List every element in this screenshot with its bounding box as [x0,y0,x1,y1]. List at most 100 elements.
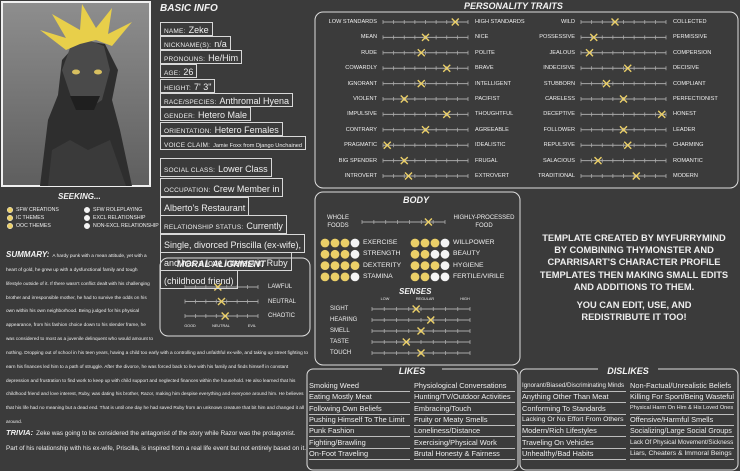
seeking-dot [6,206,14,214]
field-label: VOICE CLAIM: [164,142,211,149]
detail-row: SOCIAL CLASS: Lower Class [160,158,312,180]
field-value: Jamie Foxx from Django Unchained [213,143,303,149]
field-label: HEIGHT: [164,85,192,92]
field-value: Anthromal Hyena [219,96,289,106]
seeking-dot [83,214,91,222]
list-item: Lack Of Physical Movement/Sickness [630,437,734,449]
list-item: Non-Factual/Unrealistic Beliefs [630,380,734,392]
slider-marker [417,79,426,88]
stat-label: FERTILE/VIRILE [453,272,505,280]
list-item: Smoking Weed [309,380,410,392]
trait-low: JEALOUS [549,49,576,56]
list-item: Traveling On Vehicles [522,437,626,449]
list-item: Anything Other Than Meat [522,391,626,404]
stat-dot [420,272,430,282]
stat-dot [330,249,340,259]
slider-marker [421,33,430,42]
seeking-dot [6,222,14,230]
trait-low: IMPULSIVE [347,111,377,118]
alignment-label: LAWFUL [268,284,293,290]
detail-box: OCCUPATION: Crew Member in Alberto's Rest… [160,177,284,217]
sense-label: TOUCH [330,350,352,356]
detail-box: RELATIONSHIP STATUS: Currently Single, di… [160,214,306,289]
info-field: RACE/SPECIES: Anthromal Hyena [160,93,293,107]
trait-high: MODERN [673,173,698,179]
slider-marker [217,297,226,306]
field-label: GENDER: [164,113,196,120]
scale-label: REGULAR [415,297,435,301]
trait-high: HONEST [673,111,697,118]
trait-low: BIG SPENDER [338,157,377,164]
trait-high: PERMISSIVE [673,34,708,41]
stat-dot [330,261,340,270]
trait-high: BRAVE [475,65,494,72]
traits-box [314,11,739,189]
summary-text: A hardy punk with a mean attitude, yet w… [6,254,309,426]
template-credit: TEMPLATE CREATED BY MYFURRYMIND BY COMBI… [539,233,729,292]
list-item: Fighting/Brawling [309,437,410,449]
slider-marker [602,79,611,88]
field-value: 26 [183,67,194,77]
detail-row: RELATIONSHIP STATUS: Currently Single, di… [160,214,312,289]
stat-label: HYGIENE [453,261,484,269]
trait-high: IDEALISTIC [475,142,506,149]
field-label: NICKNAME(S): [164,42,212,49]
list-item: Eating Mostly Meat [309,391,410,404]
field-label: RACE/SPECIES: [164,99,217,106]
stat-dot [430,238,440,248]
slider-marker [221,312,230,320]
trait-low: RUDE [361,49,377,56]
field-label: PRONOUNS: [164,56,206,63]
seeking-dot [83,222,91,230]
sense-label: HEARING [330,317,358,323]
seeking-label: EXCL RELATIONSHIP [93,214,146,221]
stat-dot [430,272,440,282]
alignment-label: CHAOTIC [268,313,295,319]
field-value: Zeke [188,25,209,35]
slider-marker [619,95,628,103]
stat-dot [430,249,440,259]
stat-dot [350,261,360,270]
list-item: Brutal Honesty & Fairness [414,448,515,460]
food-high: HIGHLY-PROCESSED FOOD [453,215,515,229]
field-label: ORIENTATION: [164,128,212,135]
sense-label: TASTE [330,339,349,345]
trivia: TRIVIA: Zeke was going to be considered t… [6,425,306,456]
scale-label: HIGH [460,297,470,301]
stat-dot [350,249,360,259]
info-field: GENDER: Hetero Male [160,107,252,121]
slider-marker [619,125,628,134]
trait-low: LOW STANDARDS [328,19,377,25]
field-value: He/Him [208,53,239,63]
list-item: Physical Harm On Him & His Loved Ones [630,403,734,415]
list-item: Hunting/TV/Outdoor Activities [414,391,515,404]
summary-wrap-space [154,248,310,338]
stat-dot [320,272,330,282]
trait-low: DECEPTIVE [543,111,575,118]
list-item: Exercising/Physical Work [414,437,515,449]
stat-dot [320,261,330,270]
list-item: Loneliness/Distance [414,425,515,438]
scale-label: LOW [380,297,390,301]
section-title: BODY [403,195,430,205]
slider-marker [417,327,425,335]
stat-dot [340,272,350,282]
slider-marker [585,48,594,57]
stat-dot [350,272,360,282]
stat-dot [430,261,440,270]
trait-low: COWARDLY [345,65,377,72]
stat-dot [420,238,430,248]
slider-marker [442,110,451,119]
slider-marker [417,349,425,357]
stat-dot [420,261,430,270]
seeking-dot [83,206,91,214]
stat-label: EXERCISE [363,239,398,246]
trait-low: INTROVERT [344,173,377,179]
detail-box: SOCIAL CLASS: Lower Class [160,158,272,177]
info-field: AGE: 26 [160,64,198,78]
trait-low: POSSESSIVE [539,34,575,41]
list-item: Following Own Beliefs [309,403,410,415]
trait-high: PERFECTIONIST [673,96,718,102]
trait-low: CONTRARY [345,126,377,133]
